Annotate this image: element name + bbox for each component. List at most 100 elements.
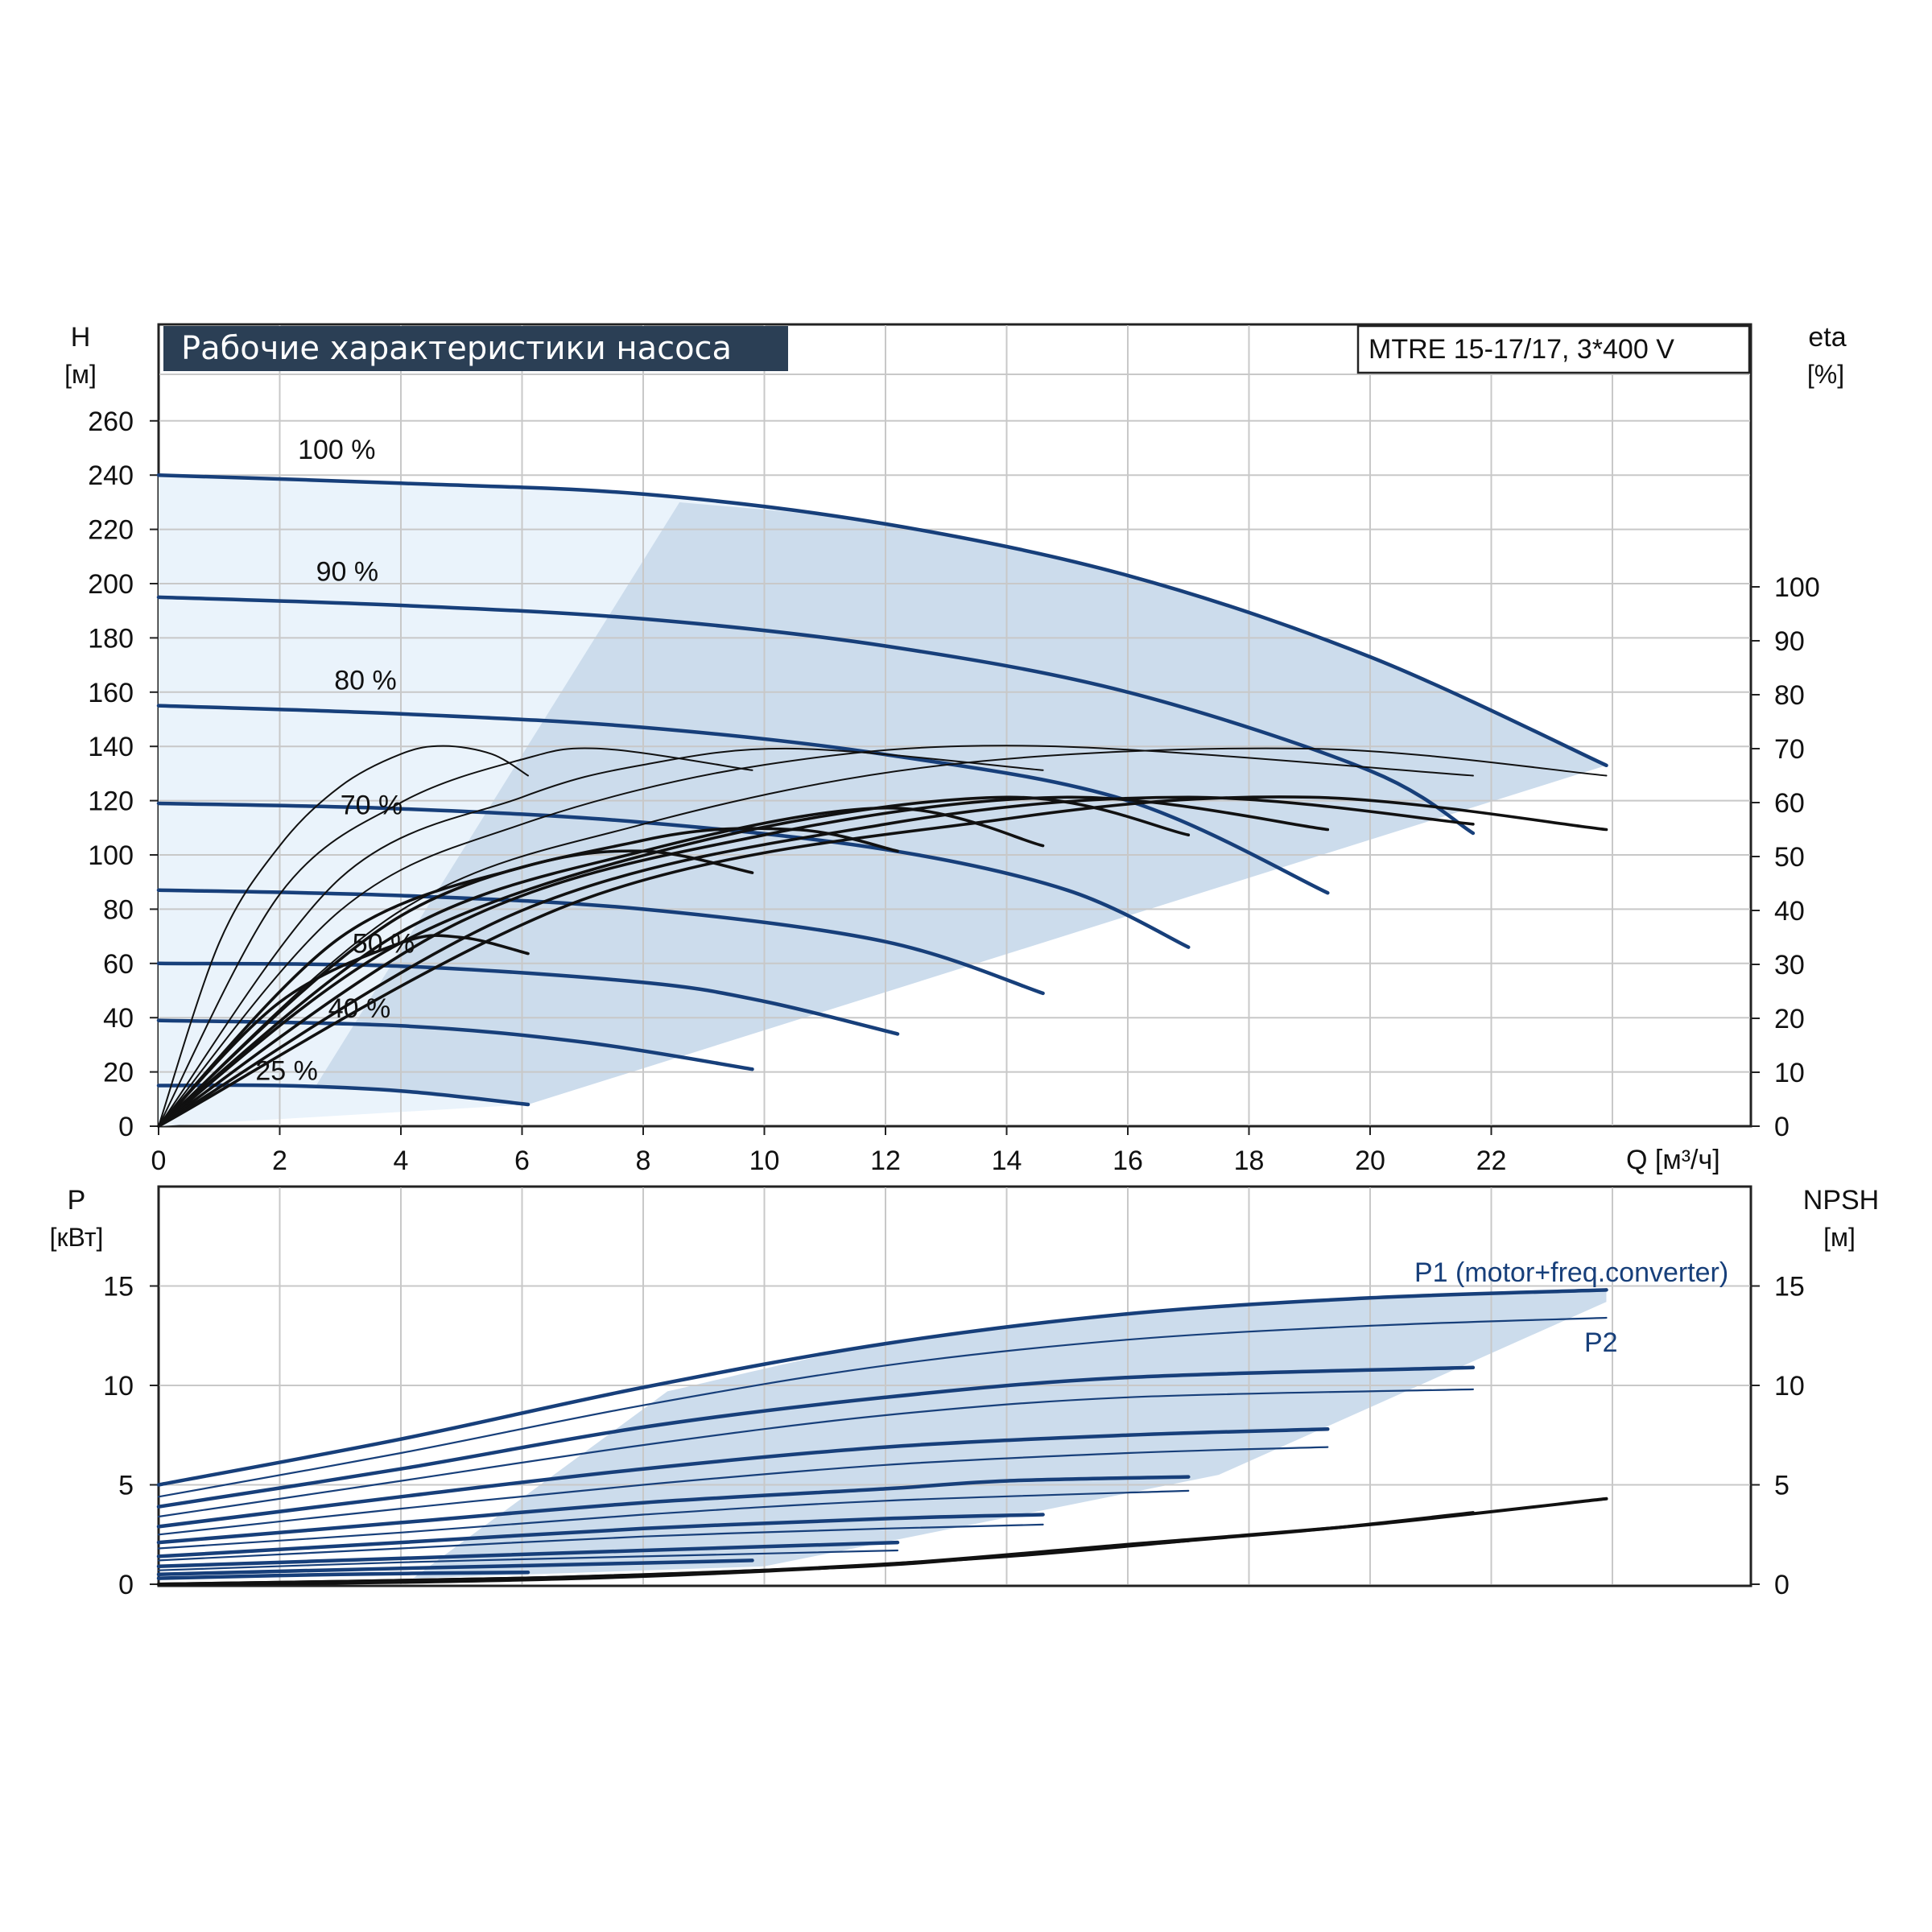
power-curves (156, 1288, 1608, 1580)
h-tick-label: 80 (103, 894, 134, 925)
power-curve (156, 1513, 1045, 1558)
x-tick-label: 6 (514, 1146, 530, 1176)
efficiency-curve (157, 806, 1045, 1128)
curve-labels: 100 % 90 % 80 % 70 % 50 % 40 % 25 % P1 (motor+f… (255, 435, 1728, 1358)
x-tick-label: 20 (1355, 1146, 1385, 1176)
power-curve (156, 1427, 1330, 1529)
x-tick-label: 16 (1113, 1146, 1143, 1176)
p-tick-label: 15 (103, 1272, 134, 1302)
head-curve-label: 40 % (328, 993, 391, 1024)
head-curve-label: 80 % (334, 665, 397, 696)
power-curve (157, 1549, 899, 1571)
h-tick-label: 120 (88, 786, 134, 817)
eta-axis-label: eta (1808, 322, 1846, 353)
h-tick-label: 160 (88, 678, 134, 708)
eta-tick-label: 80 (1774, 680, 1805, 711)
head-curve-label: 25 % (255, 1056, 318, 1087)
eta-tick-label: 60 (1774, 788, 1805, 819)
eta-tick-label: 20 (1774, 1004, 1805, 1034)
efficiency-curve (157, 795, 1475, 1128)
efficiency-curve (158, 747, 753, 1127)
power-curve (157, 1316, 1608, 1498)
npsh-curve (157, 1538, 1191, 1586)
power-curve (157, 1388, 1474, 1518)
head-curve (156, 595, 1476, 836)
title-banner (163, 326, 788, 371)
power-curve (156, 1570, 530, 1580)
p1-series-label: P1 (motor+freq.converter) (1414, 1257, 1728, 1288)
h-tick-label: 40 (103, 1003, 134, 1034)
h-tick-label: 0 (118, 1112, 134, 1142)
p-axis-unit: [кВт] (50, 1223, 104, 1252)
power-curve (156, 1365, 1476, 1509)
eta-tick-label: 0 (1774, 1112, 1790, 1142)
p-tick-label: 10 (103, 1371, 134, 1402)
h-axis-unit: [м] (64, 360, 97, 389)
head-curve-label: 100 % (298, 435, 375, 465)
eta-tick-label: 30 (1774, 950, 1805, 980)
npsh-tick-label: 10 (1774, 1371, 1805, 1402)
power-curve (156, 1288, 1608, 1487)
axis-ticks: 0 2 4 6 8 10 12 14 16 18 20 22020406080100120140160… (88, 407, 1819, 1600)
h-tick-label: 140 (88, 732, 134, 762)
power-region-fill (413, 1290, 1607, 1579)
h-tick-label: 260 (88, 407, 134, 437)
model-box (1356, 324, 1751, 374)
eta-tick-label: 90 (1774, 626, 1805, 657)
eta-tick-label: 100 (1774, 572, 1820, 603)
efficiency-curve (157, 827, 899, 1128)
h-axis-label: H (71, 322, 91, 353)
head-curve (156, 888, 1045, 996)
npsh-curves (157, 1496, 1608, 1586)
x-tick-label: 2 (272, 1146, 287, 1176)
p-tick-label: 0 (118, 1570, 134, 1600)
efficiency-curve (158, 747, 1044, 1127)
power-curve (157, 1446, 1329, 1536)
power-curve (157, 1523, 1044, 1562)
q-axis-label: Q [м³/ч] (1626, 1145, 1720, 1175)
x-tick-label: 8 (636, 1146, 651, 1176)
efficiency-curve (157, 795, 1608, 1128)
chart-title: Рабочие характеристики насоса (181, 330, 732, 367)
power-curve (156, 1558, 754, 1576)
head-curve (156, 473, 1608, 768)
h-tick-label: 60 (103, 949, 134, 980)
npsh-axis-unit: [м] (1823, 1223, 1856, 1252)
eta-tick-label: 40 (1774, 896, 1805, 927)
efficiency-curve (158, 745, 1474, 1127)
x-tick-label: 10 (749, 1146, 780, 1176)
npsh-axis-label: NPSH (1803, 1185, 1879, 1216)
efficiency-curve (157, 795, 1191, 1128)
h-tick-label: 200 (88, 569, 134, 600)
x-tick-label: 4 (394, 1146, 409, 1176)
head-curve-label: 90 % (316, 557, 379, 588)
grid-lines (159, 325, 1750, 1584)
x-tick-label: 14 (992, 1146, 1022, 1176)
h-tick-label: 220 (88, 515, 134, 546)
x-tick-label: 12 (870, 1146, 901, 1176)
p-axis-label: P (68, 1185, 86, 1216)
eta-tick-label: 70 (1774, 734, 1805, 765)
efficiency-curve (158, 747, 1608, 1127)
efficiency-curve (157, 934, 530, 1128)
x-tick-label: 22 (1476, 1146, 1507, 1176)
power-curve (156, 1475, 1191, 1545)
head-curve (156, 961, 900, 1036)
head-curve (156, 1083, 530, 1107)
head-curve (156, 704, 1330, 895)
power-curve (157, 1489, 1190, 1550)
head-curve-label: 70 % (341, 790, 403, 820)
npsh-tick-label: 5 (1774, 1471, 1790, 1501)
p-tick-label: 5 (118, 1471, 134, 1501)
power-curve (156, 1540, 900, 1569)
eta-tick-label: 10 (1774, 1058, 1805, 1088)
npsh-tick-label: 0 (1774, 1570, 1790, 1600)
p2-series-label: P2 (1584, 1327, 1618, 1358)
efficiency-curves (157, 745, 1608, 1128)
x-tick-label: 0 (151, 1146, 167, 1176)
npsh-tick-label: 15 (1774, 1272, 1805, 1302)
x-tick-label: 18 (1234, 1146, 1265, 1176)
eta-tick-label: 50 (1774, 842, 1805, 873)
head-curve-label: 50 % (353, 928, 415, 959)
